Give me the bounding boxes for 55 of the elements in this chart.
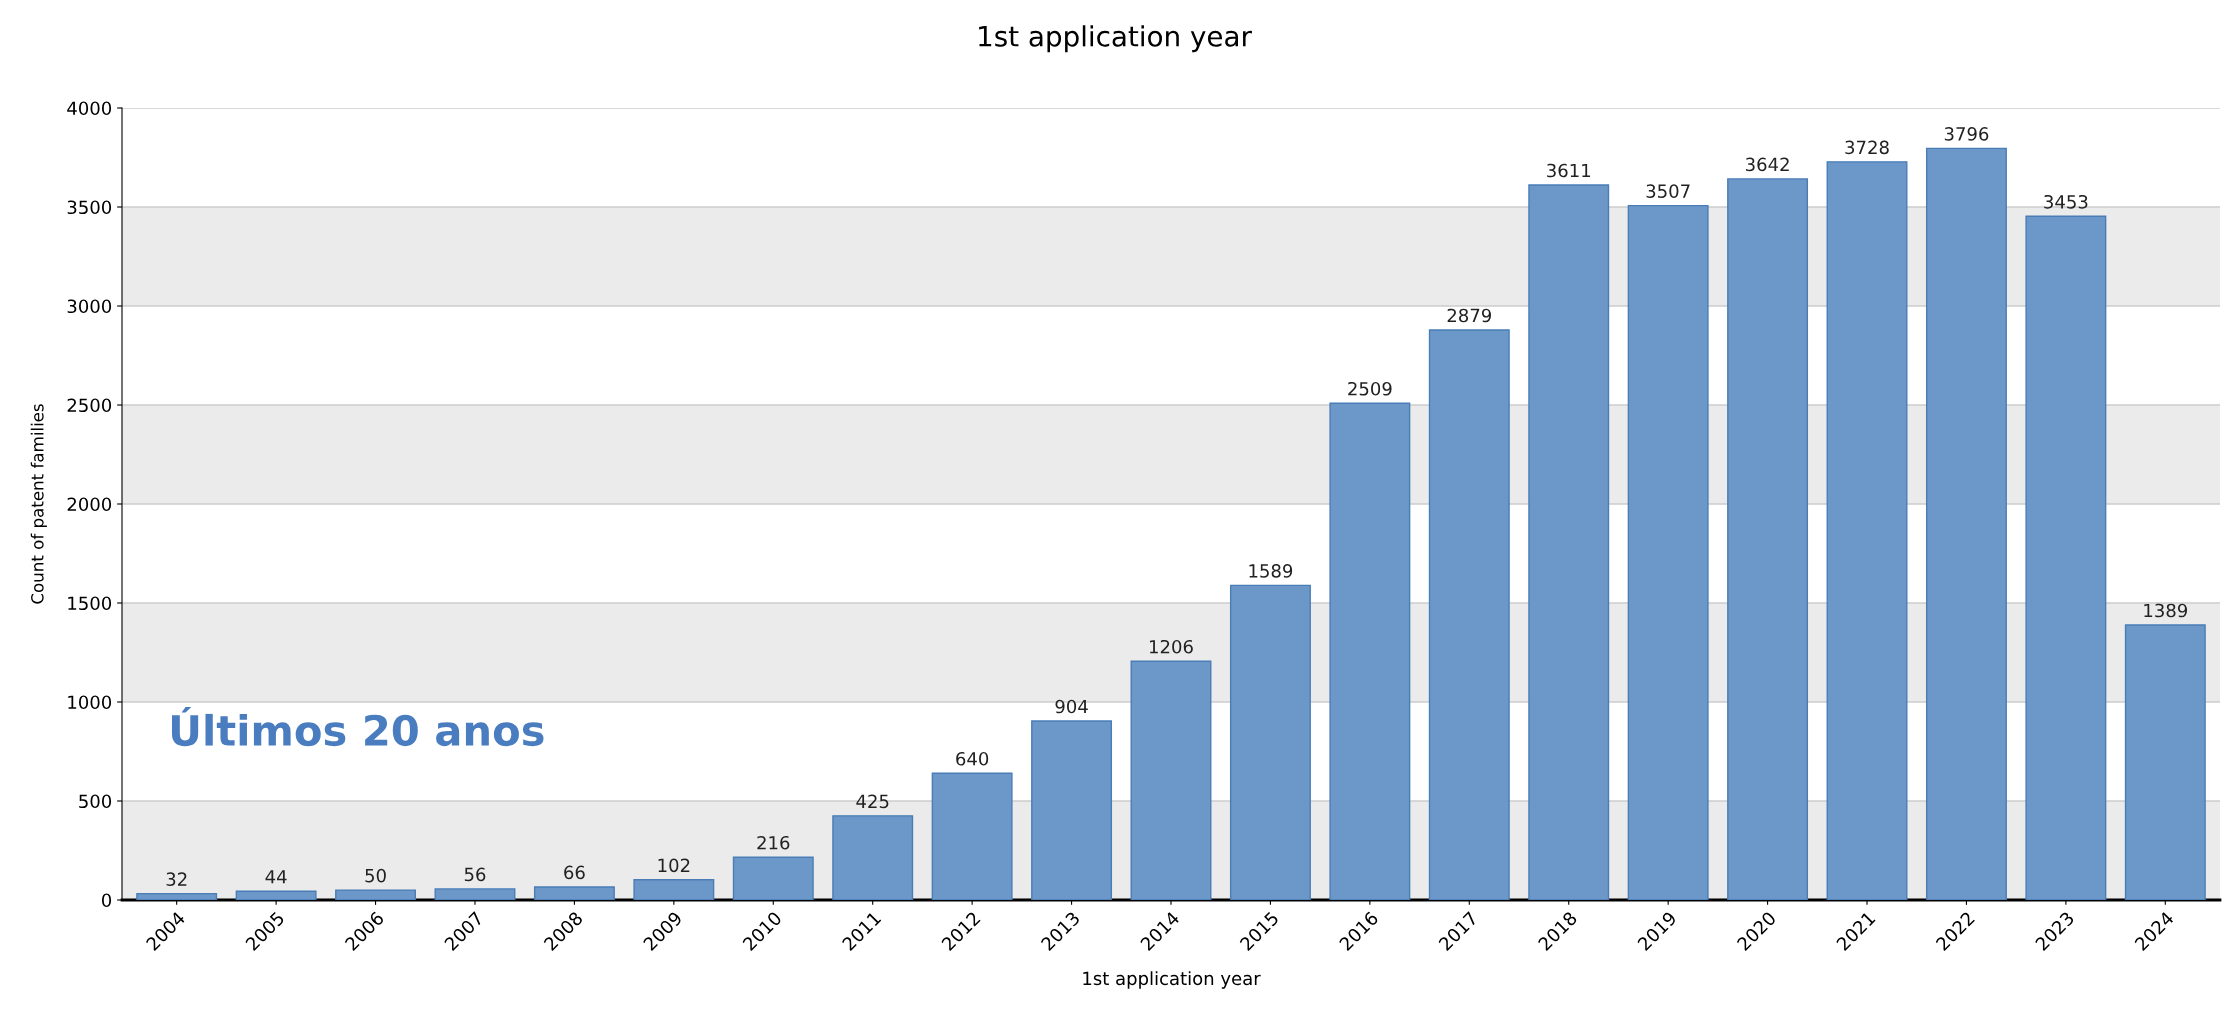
bar	[1627, 204, 1709, 900]
y-tick-label: 2000	[67, 497, 112, 512]
y-tick-label: 0	[101, 893, 112, 908]
data-label: 32	[166, 872, 187, 886]
data-label: 904	[1055, 699, 1088, 714]
data-label: 50	[365, 868, 386, 883]
data-label: 2509	[1348, 381, 1392, 396]
bar	[1229, 584, 1311, 900]
y-tick-label: 4000	[67, 101, 112, 116]
y-tick-label: 3500	[67, 200, 112, 215]
data-label: 44	[265, 870, 287, 884]
bar	[633, 879, 715, 900]
annotation: Últimos 20 anos	[171, 707, 544, 747]
bar	[1031, 720, 1113, 900]
bar	[1826, 161, 1908, 900]
data-label: 3507	[1646, 184, 1690, 198]
bar	[1428, 329, 1510, 900]
bar	[1925, 147, 2007, 900]
bar	[136, 892, 218, 900]
y-tick-label: 500	[79, 794, 112, 809]
y-tick-label: 1500	[68, 596, 112, 611]
data-label: 3796	[1944, 127, 1989, 141]
bar	[1130, 660, 1212, 900]
data-label: 1589	[1249, 564, 1293, 578]
bar	[335, 889, 417, 900]
bar	[1528, 184, 1610, 900]
data-label: 1206	[1150, 639, 1193, 654]
bar	[832, 815, 914, 900]
y-tick-label: 3000	[67, 299, 112, 314]
bar	[2025, 215, 2107, 900]
chart-title: 1st application year	[979, 25, 1252, 53]
data-label: 3642	[1745, 157, 1789, 172]
data-label: 66	[564, 865, 585, 880]
data-label: 3728	[1845, 140, 1889, 155]
data-label: 425	[856, 794, 889, 809]
data-label: 102	[658, 858, 690, 873]
data-label: 2879	[1447, 308, 1491, 323]
y-axis-title: Count of patent families	[30, 404, 47, 604]
data-label: 3611	[1547, 163, 1591, 178]
data-label: 640	[956, 751, 989, 766]
bar	[533, 886, 615, 900]
bar	[434, 888, 516, 900]
y-tick-label: 1000	[68, 695, 112, 710]
bar	[732, 856, 814, 900]
data-label: 1389	[2144, 603, 2188, 618]
bar	[2124, 624, 2206, 900]
data-label: 216	[757, 835, 790, 850]
bar	[931, 772, 1013, 900]
bar	[1329, 402, 1411, 900]
bar	[1727, 178, 1809, 900]
y-tick-label: 2500	[67, 398, 112, 413]
data-label: 56	[464, 867, 486, 882]
x-axis-title: 1st application year	[1083, 971, 1261, 989]
data-label: 3453	[2044, 194, 2088, 209]
bar	[235, 890, 317, 900]
